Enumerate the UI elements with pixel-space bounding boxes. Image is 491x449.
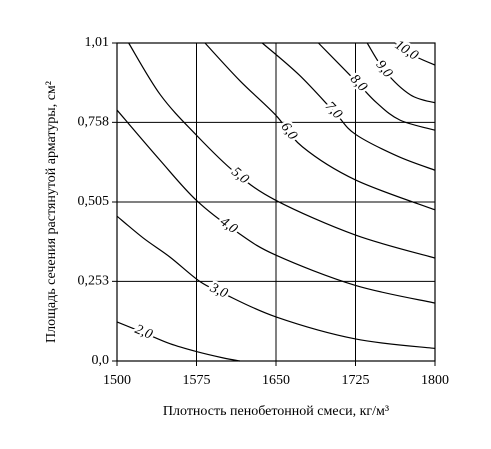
contour-line: [116, 215, 436, 350]
y-tick-label: 0,0: [92, 353, 110, 368]
contour-label: 10,0: [392, 38, 421, 64]
x-tick-label: 1650: [262, 373, 290, 388]
x-tick-label: 1725: [342, 373, 370, 388]
contour-line: [204, 42, 436, 211]
contour-line: [261, 42, 436, 171]
contour-line: [116, 109, 436, 304]
contour-label: 3,0: [207, 280, 230, 301]
x-tick-label: 1500: [103, 373, 131, 388]
x-axis-title: Плотность пенобетонной смеси, кг/м³: [163, 404, 389, 419]
x-tick-label: 1575: [183, 373, 211, 388]
y-tick-label: 0,758: [78, 115, 110, 130]
y-axis-title: Площадь сечения растянутой арматуры, см²: [44, 81, 59, 343]
contour-line: [366, 42, 436, 104]
contour-label: 4,0: [217, 215, 240, 237]
plot-frame: [116, 42, 436, 362]
contour-label: 2,0: [133, 322, 155, 343]
contour-line: [128, 42, 436, 259]
contour-line: [116, 321, 241, 362]
y-tick-label: 0,505: [78, 194, 110, 209]
y-tick-label: 0,253: [78, 274, 110, 289]
contour-label: 5,0: [228, 165, 251, 188]
contour-label: 6,0: [277, 120, 299, 143]
contour-line: [317, 42, 436, 131]
contour-line: [394, 42, 436, 66]
contour-label: 9,0: [373, 58, 396, 81]
y-tick-label: 1,01: [85, 35, 110, 50]
x-tick-label: 1800: [421, 373, 449, 388]
